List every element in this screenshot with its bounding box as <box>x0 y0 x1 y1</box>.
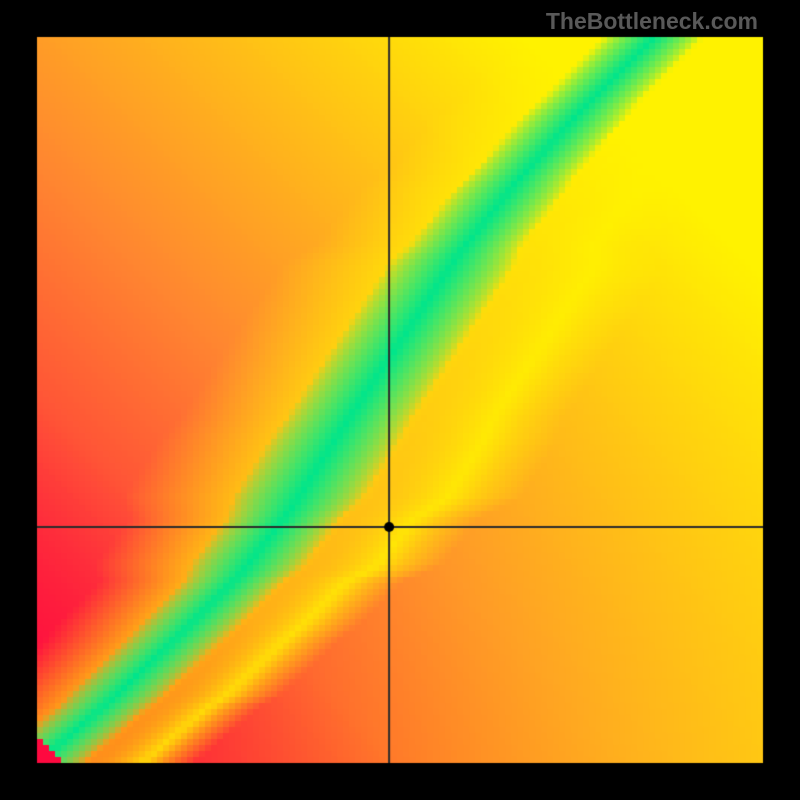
chart-container: TheBottleneck.com <box>0 0 800 800</box>
bottleneck-heatmap <box>0 0 800 800</box>
watermark-label: TheBottleneck.com <box>546 8 758 35</box>
